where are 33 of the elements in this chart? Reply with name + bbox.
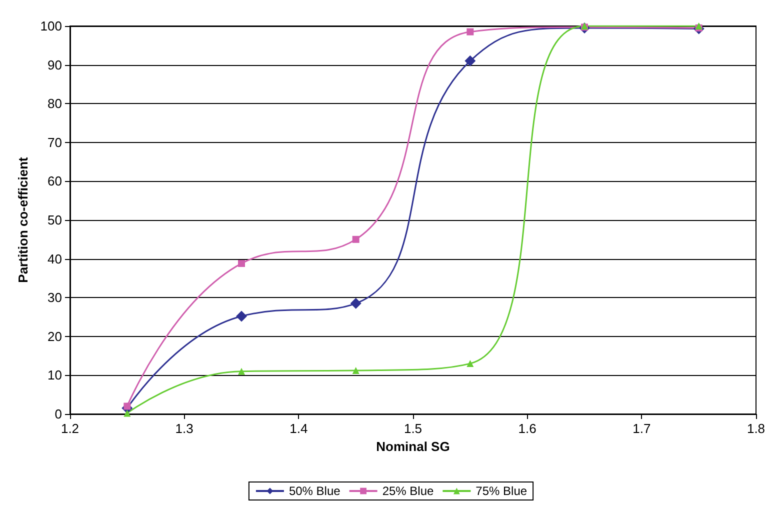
y-axis-title: Partition co-efficient <box>15 156 30 283</box>
x-tick-label: 1.6 <box>518 421 536 436</box>
y-tick-label: 0 <box>54 406 62 422</box>
point <box>352 367 360 374</box>
point <box>236 310 247 322</box>
y-tick-label: 50 <box>48 212 62 228</box>
point <box>466 360 474 368</box>
point <box>238 260 245 267</box>
y-tick-label: 20 <box>48 328 62 344</box>
x-tick-label: 1.4 <box>290 421 308 436</box>
y-tick-label: 60 <box>48 174 62 189</box>
legend-label: 50% Blue <box>288 484 341 498</box>
point <box>352 236 360 243</box>
y-tick-label: 70 <box>48 134 62 150</box>
point <box>238 368 245 375</box>
legend-label: 25% Blue <box>382 484 434 498</box>
y-tick-label: 90 <box>48 57 62 72</box>
x-tick-label: 1.2 <box>60 421 80 436</box>
x-axis-title: Nominal SG <box>376 438 450 454</box>
point <box>464 55 476 66</box>
x-tick-label: 1.3 <box>175 421 194 436</box>
y-tick-label: 80 <box>48 96 62 112</box>
y-tick-label: 10 <box>48 368 62 383</box>
legend-label: 75% Blue <box>476 484 528 498</box>
y-tick-label: 30 <box>48 290 62 306</box>
x-tick-label: 1.8 <box>746 421 766 436</box>
point <box>466 28 474 36</box>
point <box>124 410 131 417</box>
x-tick-label: 1.7 <box>632 421 651 436</box>
point <box>350 298 362 309</box>
y-tick-label: 100 <box>40 18 62 34</box>
x-tick-label: 1.5 <box>404 421 422 436</box>
y-tick-label: 40 <box>48 251 62 266</box>
